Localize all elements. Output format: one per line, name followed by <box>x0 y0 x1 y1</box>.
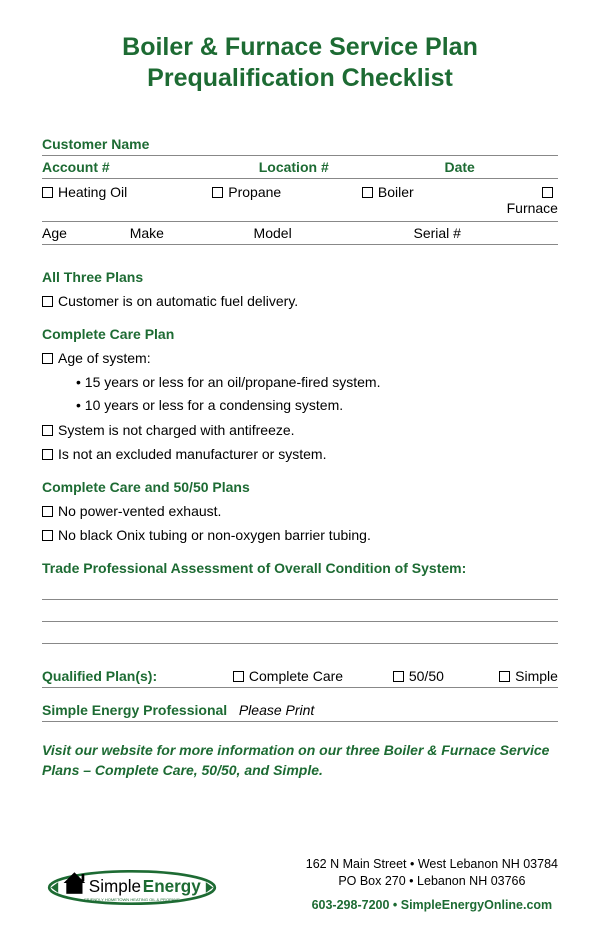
checkbox-complete-care[interactable] <box>233 671 244 682</box>
qualified-label: Qualified Plan(s): <box>42 668 157 684</box>
system-detail-row: Age Make Model Serial # <box>42 222 558 245</box>
checkbox-furnace[interactable] <box>542 187 553 198</box>
simple-option: Simple <box>515 668 558 684</box>
bullet-15-years: • 15 years or less for an oil/propane-fi… <box>76 372 558 394</box>
logo-tagline: FRIENDLY HOMETOWN HEATING OIL & PROPANE <box>84 897 180 902</box>
checkbox-no-antifreeze[interactable] <box>42 425 53 436</box>
plans-section: All Three Plans Customer is on automatic… <box>42 269 558 781</box>
account-label: Account # <box>42 159 110 175</box>
age-system-text: Age of system: <box>58 350 151 366</box>
footer-address-1: 162 N Main Street • West Lebanon NH 0378… <box>306 856 558 874</box>
complete-care-block: Complete Care Plan Age of system: • 15 y… <box>42 326 558 465</box>
simple-energy-logo: Simple Energy FRIENDLY HOMETOWN HEATING … <box>42 856 222 913</box>
boiler-label: Boiler <box>378 184 414 200</box>
location-label: Location # <box>259 159 329 175</box>
title-line-1: Boiler & Furnace Service Plan <box>122 33 478 61</box>
assessment-line-1[interactable] <box>42 578 558 600</box>
all-three-plans-head: All Three Plans <box>42 269 558 285</box>
title-line-2: Prequalification Checklist <box>147 64 453 92</box>
qualified-plans-row: Qualified Plan(s): Complete Care 50/50 S… <box>42 668 558 688</box>
complete-care-option: Complete Care <box>249 668 343 684</box>
svg-text:Simple: Simple <box>89 877 141 896</box>
footer-address-2: PO Box 270 • Lebanon NH 03766 <box>306 873 558 891</box>
checkbox-no-power-vent[interactable] <box>42 506 53 517</box>
please-print-label: Please Print <box>239 702 314 718</box>
checkbox-propane[interactable] <box>212 187 223 198</box>
checkbox-heating-oil[interactable] <box>42 187 53 198</box>
auto-delivery-text: Customer is on automatic fuel delivery. <box>58 293 298 309</box>
no-antifreeze-text: System is not charged with antifreeze. <box>58 422 295 438</box>
assessment-head: Trade Professional Assessment of Overall… <box>42 560 558 576</box>
professional-row: Simple Energy Professional Please Print <box>42 702 558 722</box>
checkbox-boiler[interactable] <box>362 187 373 198</box>
checkbox-age-system[interactable] <box>42 353 53 364</box>
assessment-line-2[interactable] <box>42 600 558 622</box>
all-three-plans-block: All Three Plans Customer is on automatic… <box>42 269 558 312</box>
fuel-type-row: Heating Oil Propane Boiler Furnace <box>42 179 558 222</box>
no-power-vent-text: No power-vented exhaust. <box>58 503 221 519</box>
footer-text: 162 N Main Street • West Lebanon NH 0378… <box>306 856 558 915</box>
visit-website-text: Visit our website for more information o… <box>42 740 558 781</box>
not-excluded-text: Is not an excluded manufacturer or syste… <box>58 446 326 462</box>
customer-name-row: Customer Name <box>42 133 558 156</box>
heating-oil-label: Heating Oil <box>58 184 127 200</box>
date-label: Date <box>444 159 474 175</box>
page-title: Boiler & Furnace Service Plan Prequalifi… <box>42 32 558 95</box>
checkbox-auto-delivery[interactable] <box>42 296 53 307</box>
furnace-label: Furnace <box>507 200 558 216</box>
assessment-line-3[interactable] <box>42 622 558 644</box>
professional-label: Simple Energy Professional <box>42 702 227 718</box>
make-label: Make <box>130 225 164 241</box>
cc-5050-head: Complete Care and 50/50 Plans <box>42 479 558 495</box>
5050-option: 50/50 <box>409 668 444 684</box>
footer: Simple Energy FRIENDLY HOMETOWN HEATING … <box>42 856 558 915</box>
propane-label: Propane <box>228 184 281 200</box>
cc-5050-block: Complete Care and 50/50 Plans No power-v… <box>42 479 558 546</box>
model-label: Model <box>254 225 292 241</box>
checkbox-simple[interactable] <box>499 671 510 682</box>
checkbox-not-excluded[interactable] <box>42 449 53 460</box>
bullet-10-years: • 10 years or less for a condensing syst… <box>76 395 558 417</box>
age-label: Age <box>42 225 67 241</box>
footer-contact: 603-298-7200 • SimpleEnergyOnline.com <box>306 897 558 915</box>
svg-text:Energy: Energy <box>143 877 201 896</box>
account-row: Account # Location # Date <box>42 156 558 179</box>
customer-name-label: Customer Name <box>42 136 149 152</box>
no-onix-text: No black Onix tubing or non-oxygen barri… <box>58 527 371 543</box>
checkbox-5050[interactable] <box>393 671 404 682</box>
checkbox-no-onix[interactable] <box>42 530 53 541</box>
serial-label: Serial # <box>414 225 461 241</box>
complete-care-head: Complete Care Plan <box>42 326 558 342</box>
